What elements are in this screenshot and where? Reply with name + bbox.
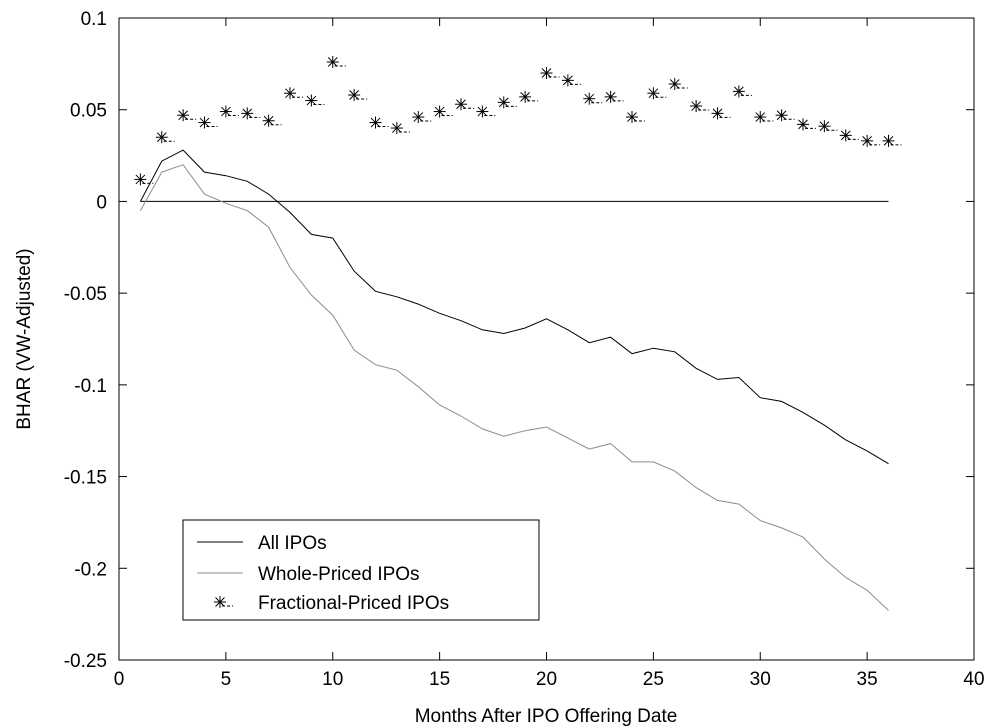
- data-point-fractional-priced: [540, 67, 560, 80]
- x-axis-title: Months After IPO Offering Date: [415, 706, 678, 727]
- y-axis-title: BHAR (VW-Adjusted): [14, 248, 35, 429]
- data-point-fractional-priced: [626, 111, 645, 124]
- data-point-fractional-priced: [604, 90, 624, 103]
- x-tick-label: 15: [429, 669, 450, 690]
- data-point-fractional-priced: [497, 96, 517, 109]
- data-point-fractional-priced: [241, 107, 261, 120]
- data-point-fractional-priced: [818, 120, 838, 133]
- legend-star-marker: [214, 596, 233, 608]
- data-point-fractional-priced: [177, 109, 197, 122]
- legend-label-all-ipos: All IPOs: [258, 533, 327, 554]
- data-point-fractional-priced: [219, 105, 239, 118]
- data-point-fractional-priced: [797, 118, 816, 131]
- y-tick-label: -0.05: [64, 284, 107, 305]
- data-point-fractional-priced: [433, 105, 453, 118]
- legend-label-whole-priced: Whole-Priced IPOs: [258, 564, 420, 585]
- data-point-fractional-priced: [369, 116, 389, 129]
- x-tick-label: 40: [963, 669, 984, 690]
- data-point-fractional-priced: [326, 56, 346, 69]
- legend-label-fractional-priced: Fractional-Priced IPOs: [258, 593, 449, 614]
- series-line-whole-priced-ipos: [139, 164, 889, 611]
- data-point-fractional-priced: [455, 98, 474, 111]
- data-point-fractional-priced: [198, 116, 218, 129]
- y-tick-label: 0: [96, 192, 107, 213]
- y-tick-label: -0.15: [64, 468, 107, 489]
- y-tick-label: 0.05: [70, 101, 107, 122]
- y-tick-label: 0.1: [81, 9, 107, 30]
- data-point-fractional-priced: [732, 85, 752, 98]
- data-point-fractional-priced: [839, 129, 859, 142]
- data-point-fractional-priced: [690, 100, 710, 113]
- x-tick-label: 20: [536, 669, 557, 690]
- legend-box: [182, 519, 540, 621]
- data-point-fractional-priced: [390, 122, 410, 135]
- data-point-fractional-priced: [647, 87, 667, 100]
- data-point-fractional-priced: [155, 131, 175, 144]
- legend-swatch-fractional-priced: [214, 596, 233, 608]
- data-point-fractional-priced: [348, 89, 368, 102]
- data-point-fractional-priced: [262, 114, 282, 127]
- data-point-fractional-priced: [668, 78, 688, 91]
- data-point-fractional-priced: [882, 134, 902, 147]
- data-point-fractional-priced: [519, 90, 539, 103]
- legend: All IPOs Whole-Priced IPOs Fractional-Pr…: [182, 519, 540, 621]
- x-tick-label: 0: [114, 669, 125, 690]
- data-point-fractional-priced: [305, 94, 325, 107]
- y-tick-label: -0.25: [64, 651, 107, 672]
- y-tick-label: -0.2: [74, 559, 107, 580]
- x-tick-label: 35: [857, 669, 878, 690]
- series-line-all-ipos: [139, 149, 889, 465]
- data-point-fractional-priced: [134, 173, 154, 186]
- data-point-fractional-priced: [476, 105, 496, 118]
- data-point-fractional-priced: [861, 134, 881, 147]
- data-point-fractional-priced: [284, 87, 303, 100]
- y-tick-label: -0.1: [74, 376, 107, 397]
- x-tick-label: 5: [221, 669, 232, 690]
- data-point-fractional-priced: [775, 109, 795, 122]
- data-point-fractional-priced: [412, 111, 432, 124]
- data-point-fractional-priced: [754, 111, 774, 124]
- data-point-fractional-priced: [711, 107, 731, 120]
- data-point-fractional-priced: [561, 74, 581, 87]
- x-tick-label: 10: [322, 669, 343, 690]
- x-tick-label: 30: [750, 669, 771, 690]
- data-point-fractional-priced: [583, 92, 603, 105]
- x-tick-label: 25: [643, 669, 664, 690]
